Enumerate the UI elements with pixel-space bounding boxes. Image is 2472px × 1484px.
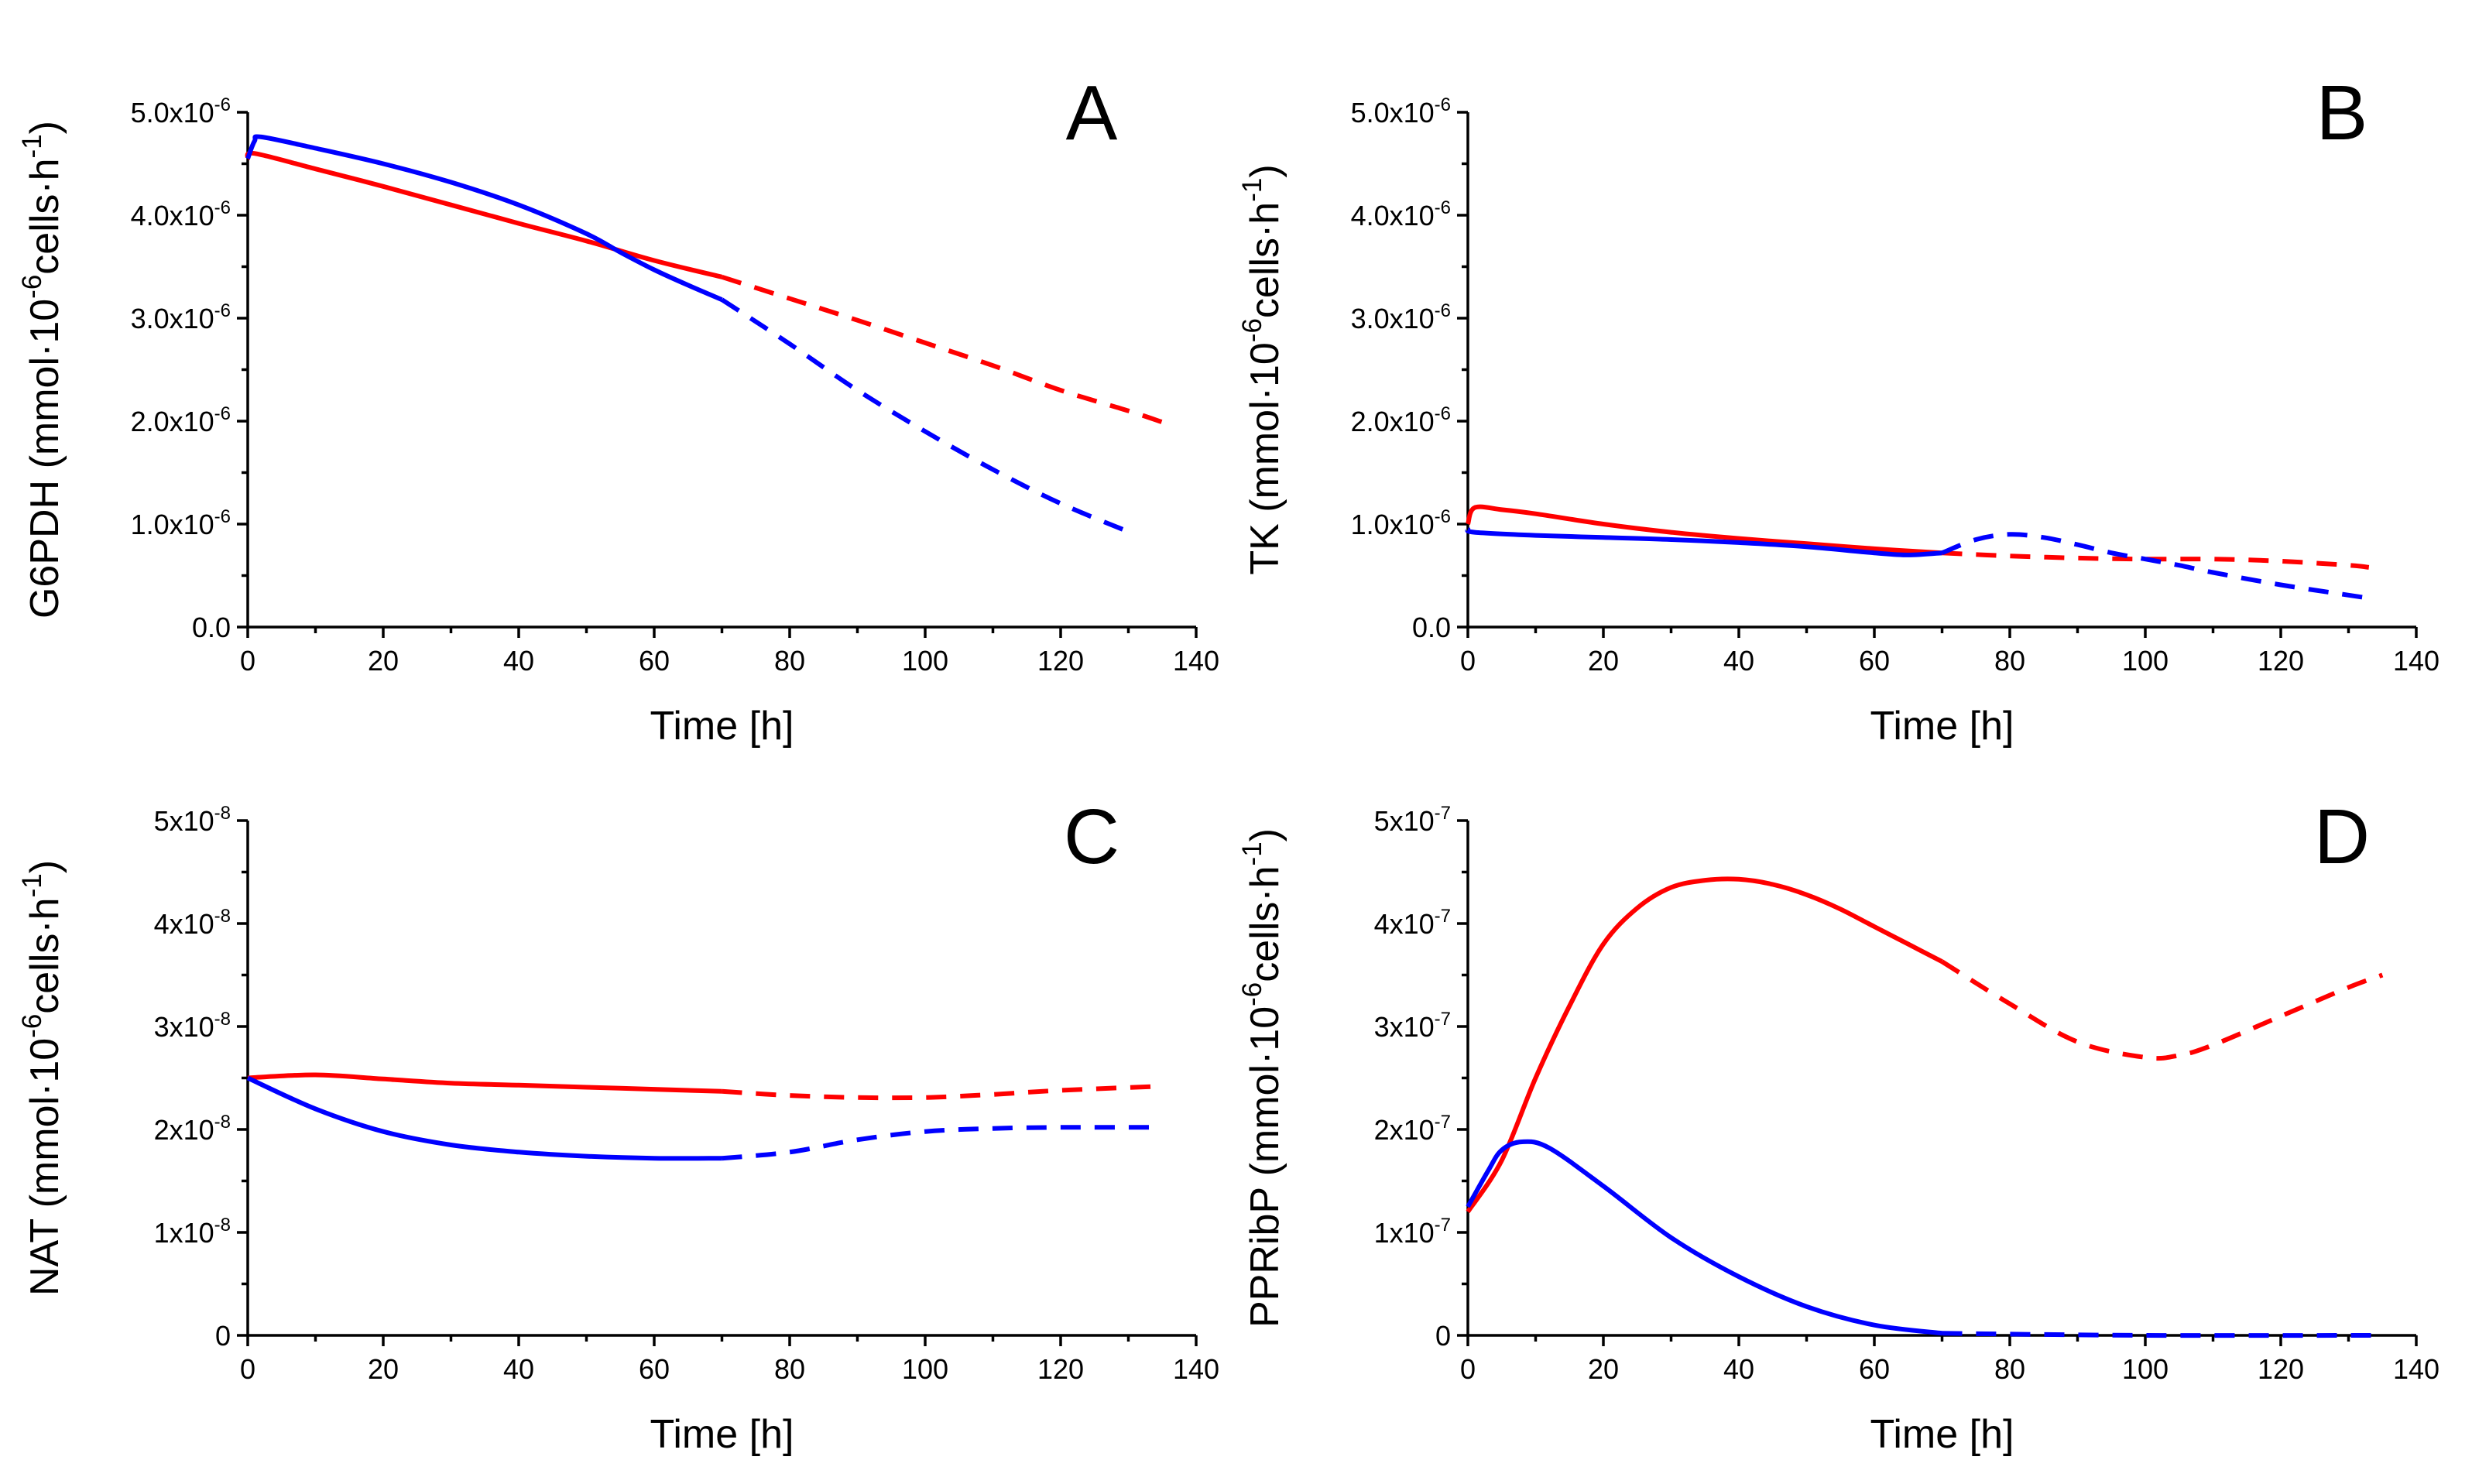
series-blue-measured	[1466, 1139, 1942, 1336]
series-red-measured	[245, 150, 723, 279]
y-tick-label: 2.0x10-6	[1351, 403, 1451, 437]
panel-a: 0 20 40 60 80 100 120 140 0.0 1.0x10-6 2.0x10-6 3.0…	[17, 70, 1219, 749]
x-tick-label: 20	[1588, 1353, 1619, 1385]
panel-letter: B	[2316, 70, 2368, 156]
x-axis-title: Time [h]	[1870, 1412, 2014, 1457]
x-axis-title: Time [h]	[650, 1412, 794, 1457]
x-tick-label: 60	[639, 1353, 670, 1385]
y-tick-label: 5.0x10-6	[131, 94, 231, 129]
series-red-measured	[1466, 504, 1942, 556]
panel-d: 0 20 40 60 80 100 120 140 0 1x10-7 2x10-7 3x10-7 4x1…	[1237, 793, 2439, 1457]
x-tick-label: 80	[774, 1353, 805, 1385]
y-tick-label: 4x10-7	[1374, 906, 1451, 940]
series-red-measured	[247, 1072, 722, 1094]
x-tick-label: 60	[1859, 1353, 1890, 1385]
y-tick-label: 5x10-8	[154, 803, 231, 837]
x-tick-label: 100	[2122, 1353, 2169, 1385]
y-tick-label: 3x10-8	[154, 1009, 231, 1043]
x-tick-label: 120	[2258, 1353, 2304, 1385]
y-axis-title: TK (mmol·10-6cells·h-1)	[1237, 164, 1287, 574]
series-red-predicted	[1940, 959, 2384, 1061]
x-tick-label: 140	[2393, 645, 2439, 677]
series-blue-predicted	[722, 1125, 1156, 1161]
series-blue-measured	[245, 134, 723, 302]
x-tick-label: 40	[1723, 1353, 1754, 1385]
x-axis-title: Time [h]	[1870, 704, 2014, 749]
y-tick-label: 2x10-8	[154, 1112, 231, 1146]
x-tick-label: 140	[2393, 1353, 2439, 1385]
y-tick-label: 0.0	[192, 612, 231, 643]
series-red-predicted	[1942, 550, 2370, 570]
series-blue-predicted	[1941, 532, 2370, 601]
x-tick-label: 40	[1723, 645, 1754, 677]
y-tick-label: 1.0x10-6	[1351, 506, 1451, 540]
x-tick-label: 0	[240, 645, 255, 677]
series-red-predicted	[722, 1084, 1163, 1101]
y-tick-label: 0.0	[1412, 612, 1451, 643]
series-blue-measured	[246, 1075, 722, 1161]
y-tick-label: 1x10-7	[1374, 1215, 1451, 1249]
panel-letter: A	[1066, 70, 1118, 156]
x-tick-label: 140	[1173, 1353, 1219, 1385]
y-tick-label: 5x10-7	[1374, 803, 1451, 837]
x-tick-label: 0	[240, 1353, 255, 1385]
y-tick-label: 2.0x10-6	[131, 403, 231, 437]
x-tick-label: 20	[1588, 645, 1619, 677]
x-tick-label: 20	[368, 1353, 399, 1385]
y-axis-title: NAT (mmol·10-6cells·h-1)	[17, 860, 67, 1296]
series-red-predicted	[721, 274, 1164, 425]
x-tick-label: 80	[774, 645, 805, 677]
y-axis-title: PPRibP (mmol·10-6cells·h-1)	[1237, 828, 1287, 1328]
y-tick-label: 0	[1435, 1320, 1451, 1352]
y-axis-title: G6PDH (mmol·10-6cells·h-1)	[17, 121, 67, 619]
x-tick-label: 60	[639, 645, 670, 677]
x-tick-label: 120	[1037, 1353, 1084, 1385]
panel-letter: D	[2314, 793, 2370, 880]
series-red-measured	[1466, 876, 1943, 1214]
x-axis-title: Time [h]	[650, 704, 794, 749]
y-tick-label: 2x10-7	[1374, 1112, 1451, 1146]
series-blue-measured	[1465, 526, 1942, 557]
x-tick-label: 140	[1173, 645, 1219, 677]
series-blue-predicted	[1942, 1331, 2376, 1338]
x-tick-label: 100	[2122, 645, 2169, 677]
y-tick-label: 4.0x10-6	[131, 197, 231, 231]
y-tick-label: 4.0x10-6	[1351, 197, 1451, 231]
x-tick-label: 100	[902, 1353, 948, 1385]
y-tick-label: 3.0x10-6	[131, 300, 231, 334]
y-tick-label: 1.0x10-6	[131, 506, 231, 540]
panel-letter: C	[1064, 793, 1119, 880]
panel-c: 0 20 40 60 80 100 120 140 0 1x10-8 2x10-8 3x10-8 4x1…	[17, 793, 1219, 1457]
y-tick-label: 3.0x10-6	[1351, 300, 1451, 334]
x-tick-label: 40	[503, 645, 534, 677]
x-tick-label: 120	[1037, 645, 1084, 677]
x-tick-label: 0	[1460, 645, 1476, 677]
x-tick-label: 20	[368, 645, 399, 677]
x-tick-label: 60	[1859, 645, 1890, 677]
y-tick-label: 0	[215, 1320, 231, 1352]
x-tick-label: 0	[1460, 1353, 1476, 1385]
y-tick-label: 1x10-8	[154, 1215, 231, 1249]
x-tick-label: 80	[1994, 645, 2025, 677]
y-tick-label: 5.0x10-6	[1351, 94, 1451, 129]
y-tick-label: 4x10-8	[154, 906, 231, 940]
panel-b: 0 20 40 60 80 100 120 140 0.0 1.0x10-6 2.0x10-6 3.0…	[1237, 70, 2439, 749]
x-tick-label: 120	[2258, 645, 2304, 677]
x-tick-label: 100	[902, 645, 948, 677]
x-tick-label: 80	[1994, 1353, 2025, 1385]
y-tick-label: 3x10-7	[1374, 1009, 1451, 1043]
x-tick-label: 40	[503, 1353, 534, 1385]
series-blue-predicted	[720, 297, 1137, 537]
